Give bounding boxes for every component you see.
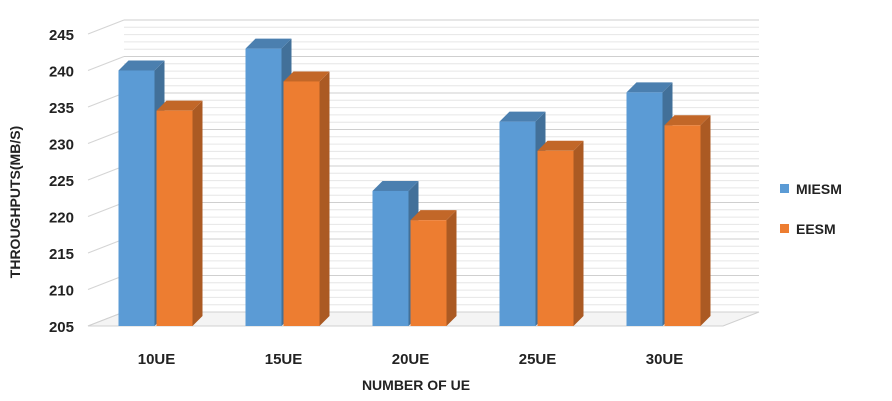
- gridline-side: [87, 165, 125, 181]
- bar-top: [156, 100, 203, 111]
- bar-side: [446, 210, 457, 326]
- bar-eesm-30ue: [664, 115, 711, 326]
- bar-top: [245, 38, 292, 49]
- bar-front: [499, 121, 536, 326]
- bar-front: [118, 70, 155, 326]
- gridline-side: [87, 202, 125, 217]
- x-tick-label: 30UE: [646, 351, 684, 368]
- bar-top: [118, 60, 165, 71]
- y-tick-label: 235: [49, 100, 74, 117]
- y-tick-labels: 205 210 215 220 225 230 235 240 245: [49, 27, 74, 336]
- bar-top: [499, 111, 546, 122]
- bar-front: [626, 92, 663, 327]
- legend-label-miesm: MIESM: [796, 181, 842, 197]
- x-tick-label: 25UE: [519, 351, 557, 368]
- legend-swatch-eesm: [780, 224, 789, 233]
- bar-side: [319, 71, 330, 326]
- x-tick-label: 20UE: [392, 351, 430, 368]
- legend: MIESM EESM: [780, 181, 842, 237]
- y-tick-label: 245: [49, 27, 74, 44]
- x-tick-labels: 10UE 15UE 20UE 25UE 30UE: [138, 351, 684, 368]
- gridline-side: [87, 92, 125, 108]
- x-tick-label: 10UE: [138, 351, 176, 368]
- bar-front: [372, 190, 409, 326]
- bar-front: [410, 220, 447, 326]
- x-axis-label: NUMBER OF UE: [362, 377, 470, 393]
- bars-layer: [118, 38, 711, 327]
- bar-front: [664, 125, 701, 326]
- gridline-side: [87, 238, 125, 254]
- bar-front: [156, 110, 193, 327]
- bar-front: [283, 81, 320, 326]
- y-tick-label: 210: [49, 283, 74, 300]
- bar-top: [664, 115, 711, 126]
- y-tick-label: 220: [49, 210, 74, 227]
- x-tick-label: 15UE: [265, 351, 303, 368]
- gridline-side: [87, 19, 125, 35]
- bar-top: [537, 140, 584, 151]
- bar-front: [537, 150, 574, 326]
- y-tick-label: 225: [49, 173, 74, 190]
- y-tick-label: 240: [49, 64, 74, 81]
- bar-top: [372, 180, 419, 191]
- bar-front: [245, 48, 282, 326]
- bar-side: [573, 140, 584, 326]
- legend-label-eesm: EESM: [796, 221, 836, 237]
- bar-side: [700, 115, 711, 326]
- bar-eesm-20ue: [410, 210, 457, 326]
- bar-side: [192, 100, 203, 327]
- gridline-side: [87, 56, 125, 71]
- bar-eesm-10ue: [156, 100, 203, 327]
- legend-swatch-miesm: [780, 184, 789, 193]
- bar-top: [283, 71, 330, 82]
- bar-eesm-15ue: [283, 71, 330, 326]
- bar-eesm-25ue: [537, 140, 584, 326]
- y-axis-label: THROUGHPUTS(MB/S): [7, 126, 23, 278]
- gridline-side: [87, 275, 125, 290]
- y-tick-label: 230: [49, 137, 74, 154]
- bar-top: [626, 82, 673, 93]
- y-tick-label: 205: [49, 319, 74, 336]
- y-tick-label: 215: [49, 246, 74, 263]
- gridline-side: [87, 129, 125, 144]
- bar-top: [410, 210, 457, 221]
